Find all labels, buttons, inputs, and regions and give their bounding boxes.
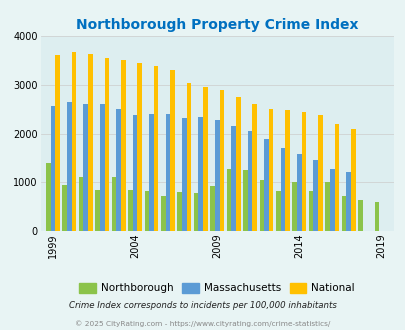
- Bar: [198, 117, 202, 231]
- Bar: [329, 169, 334, 231]
- Legend: Northborough, Massachusetts, National: Northborough, Massachusetts, National: [75, 279, 358, 298]
- Bar: [285, 110, 289, 231]
- Bar: [111, 178, 116, 231]
- Bar: [88, 54, 92, 231]
- Bar: [268, 109, 273, 231]
- Bar: [177, 192, 181, 231]
- Bar: [219, 90, 224, 231]
- Bar: [243, 170, 247, 231]
- Bar: [137, 63, 142, 231]
- Bar: [165, 114, 170, 231]
- Bar: [259, 181, 264, 231]
- Bar: [252, 104, 256, 231]
- Bar: [144, 191, 149, 231]
- Bar: [292, 182, 296, 231]
- Bar: [280, 148, 285, 231]
- Bar: [132, 115, 137, 231]
- Bar: [247, 131, 252, 231]
- Bar: [181, 117, 186, 231]
- Bar: [374, 202, 378, 231]
- Bar: [55, 55, 60, 231]
- Bar: [95, 190, 100, 231]
- Bar: [51, 106, 55, 231]
- Bar: [46, 163, 51, 231]
- Bar: [231, 126, 235, 231]
- Bar: [116, 109, 121, 231]
- Bar: [357, 200, 362, 231]
- Bar: [317, 115, 322, 231]
- Bar: [67, 102, 71, 231]
- Bar: [121, 60, 125, 231]
- Bar: [313, 160, 317, 231]
- Bar: [161, 196, 165, 231]
- Title: Northborough Property Crime Index: Northborough Property Crime Index: [76, 18, 358, 32]
- Bar: [341, 196, 345, 231]
- Bar: [350, 129, 355, 231]
- Bar: [104, 58, 109, 231]
- Bar: [128, 190, 132, 231]
- Bar: [170, 70, 175, 231]
- Bar: [202, 87, 207, 231]
- Bar: [226, 169, 231, 231]
- Bar: [83, 104, 88, 231]
- Bar: [301, 112, 305, 231]
- Bar: [214, 119, 219, 231]
- Text: © 2025 CityRating.com - https://www.cityrating.com/crime-statistics/: © 2025 CityRating.com - https://www.city…: [75, 321, 330, 327]
- Bar: [62, 185, 67, 231]
- Bar: [149, 114, 153, 231]
- Bar: [324, 182, 329, 231]
- Bar: [186, 83, 191, 231]
- Bar: [308, 191, 313, 231]
- Bar: [79, 178, 83, 231]
- Text: Crime Index corresponds to incidents per 100,000 inhabitants: Crime Index corresponds to incidents per…: [69, 301, 336, 310]
- Bar: [153, 66, 158, 231]
- Bar: [275, 191, 280, 231]
- Bar: [194, 193, 198, 231]
- Bar: [235, 97, 240, 231]
- Bar: [345, 172, 350, 231]
- Bar: [334, 124, 338, 231]
- Bar: [71, 52, 76, 231]
- Bar: [100, 105, 104, 231]
- Bar: [296, 154, 301, 231]
- Bar: [264, 140, 268, 231]
- Bar: [210, 186, 214, 231]
